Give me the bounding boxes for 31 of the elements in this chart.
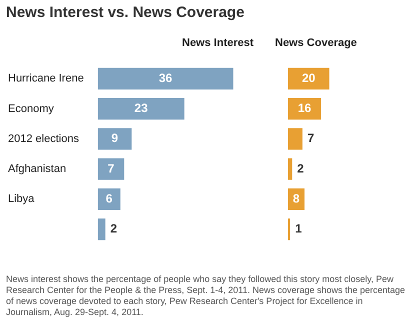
data-label: 1 <box>295 222 302 236</box>
chart-title: News Interest vs. News Coverage <box>6 4 244 21</box>
data-label: 8 <box>292 192 300 206</box>
bar <box>288 158 292 180</box>
y-tick-label: Libya <box>8 193 36 206</box>
bar <box>288 98 322 120</box>
data-label: 7 <box>108 161 115 176</box>
data-label: 7 <box>307 131 314 146</box>
y-tick-label: Economy <box>8 102 54 115</box>
bar <box>288 68 330 90</box>
data-label: 16 <box>298 101 312 116</box>
text: News interest shows the percentage of people who say they followed this story most closely, Pew Research Center for the People & the Press, Sept. 1-4, 2011. News coverage shows the percentage of news coverage devoted to each story, Pew Research Center's Project for Excellence in Journalism, Aug. 29-Sept. 4, 2011. <box>6 274 406 318</box>
series-label: News Interest <box>182 37 254 49</box>
data-label: 20 <box>302 70 316 85</box>
data-label: 2 <box>110 222 118 236</box>
bar <box>98 158 124 180</box>
y-tick-label: Afghanistan <box>8 163 66 176</box>
data-label: 6 <box>106 192 113 206</box>
bar <box>98 128 132 150</box>
y-tick-label: 2012 elections <box>8 132 80 145</box>
data-label: 2 <box>297 161 304 176</box>
bar <box>98 218 106 240</box>
data-label: 9 <box>111 131 118 146</box>
data-label: 36 <box>158 70 173 85</box>
data-label: 23 <box>134 101 148 116</box>
bar <box>98 188 120 210</box>
bar <box>98 68 234 90</box>
bar <box>98 98 184 120</box>
y-tick-label: Hurricane Irene <box>8 72 84 85</box>
bar <box>288 128 302 150</box>
text: News Coverage <box>275 37 357 49</box>
